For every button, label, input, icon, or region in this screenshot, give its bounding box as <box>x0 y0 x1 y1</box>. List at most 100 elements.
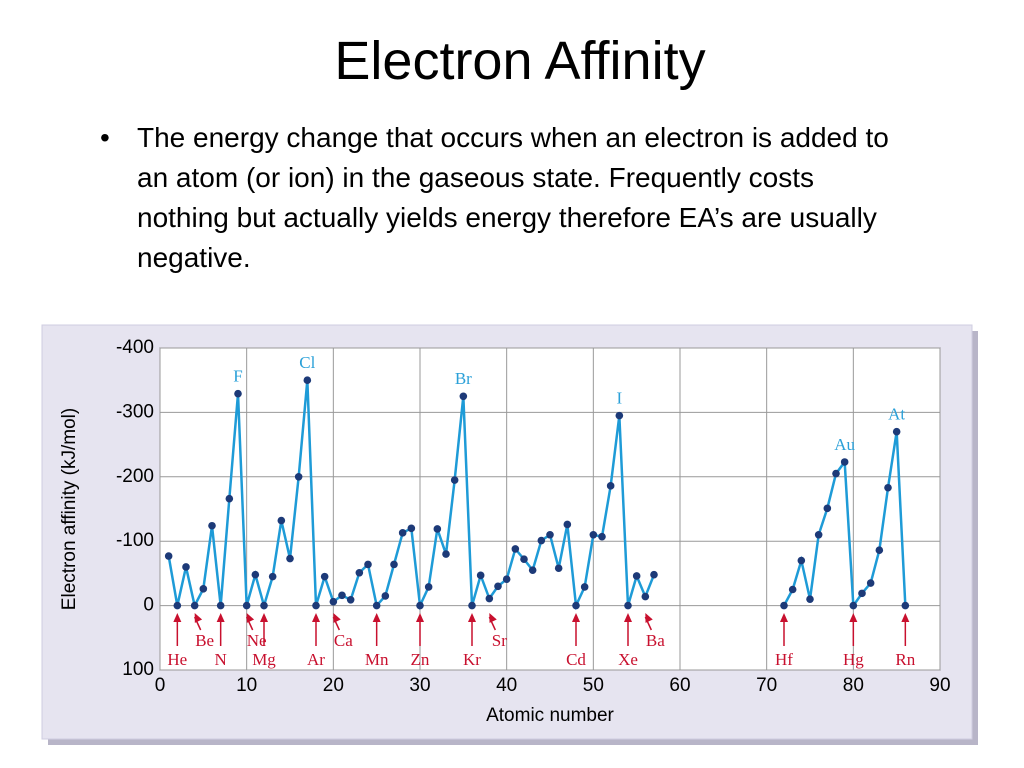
plot-area <box>159 347 941 671</box>
data-point <box>814 530 823 539</box>
arrow-head <box>572 613 580 622</box>
y-tick-label: -300 <box>116 401 154 422</box>
data-point <box>338 591 346 600</box>
data-point <box>312 601 320 610</box>
data-point <box>260 601 268 610</box>
data-point <box>563 520 572 529</box>
data-point <box>806 595 814 603</box>
data-point <box>251 570 260 579</box>
arrow-label: Hg <box>843 650 864 669</box>
x-tick-label: 80 <box>843 675 864 696</box>
arrow-head <box>468 613 476 622</box>
x-tick-label: 60 <box>669 675 690 696</box>
arrow-head <box>246 612 255 623</box>
data-point <box>381 592 390 600</box>
data-point <box>823 504 832 513</box>
data-point <box>190 601 199 610</box>
arrow-label: Ca <box>334 631 353 650</box>
data-point <box>511 545 520 553</box>
data-point <box>606 482 615 490</box>
arrow-label: Mg <box>252 650 276 669</box>
data-point <box>407 524 416 533</box>
arrow-head <box>489 613 497 623</box>
data-point <box>485 594 494 603</box>
data-point <box>286 554 294 563</box>
data-point <box>875 546 884 555</box>
data-point <box>442 550 450 558</box>
data-point <box>234 389 242 398</box>
data-point <box>320 572 329 581</box>
arrow-label: N <box>215 650 227 669</box>
arrow-head <box>372 613 381 622</box>
data-point <box>901 601 910 610</box>
data-point <box>632 572 641 580</box>
x-tick-label: 90 <box>929 675 950 696</box>
data-point <box>416 601 424 610</box>
arrow-head <box>780 613 788 622</box>
data-point <box>641 592 650 601</box>
x-axis-label: Atomic number <box>486 705 614 726</box>
x-tick-label: 10 <box>236 675 257 696</box>
arrow-label: Hf <box>775 650 793 669</box>
bullet-text: The energy change that occurs when an el… <box>137 122 889 273</box>
arrow-head <box>260 613 268 622</box>
bullet-dot: • <box>100 122 110 153</box>
x-tick-label: 20 <box>323 675 344 696</box>
data-point <box>329 597 338 606</box>
data-point <box>840 458 849 466</box>
data-point <box>364 560 372 569</box>
data-point <box>780 601 788 610</box>
slide-title: Electron Affinity <box>334 31 706 91</box>
arrow-label: Kr <box>463 650 481 669</box>
arrow-head <box>624 613 632 622</box>
data-point <box>520 555 528 564</box>
data-point <box>372 601 381 610</box>
data-point <box>294 473 303 481</box>
arrow-label: Rn <box>895 650 915 669</box>
data-point <box>208 521 216 530</box>
arrow-head <box>645 613 653 623</box>
data-point <box>502 575 511 583</box>
data-point <box>494 582 502 591</box>
x-tick-label: 0 <box>155 675 166 696</box>
y-tick-label: -200 <box>116 466 154 487</box>
arrow-head <box>216 613 225 622</box>
data-point <box>892 427 901 436</box>
arrow-head <box>312 613 320 622</box>
data-point <box>849 601 858 610</box>
y-tick-label: 0 <box>143 595 154 616</box>
arrow-label: Sr <box>492 631 507 650</box>
arrow-head <box>416 613 424 622</box>
data-point <box>624 601 632 610</box>
arrow-head <box>333 613 341 623</box>
data-point <box>866 579 875 587</box>
data-point <box>277 516 286 525</box>
data-point <box>476 571 485 580</box>
data-point <box>537 536 546 545</box>
data-point <box>450 476 459 484</box>
bullet: • The energy change that occurs when an e… <box>100 118 900 278</box>
arrow-head <box>194 612 203 623</box>
data-point <box>398 529 407 537</box>
data-point <box>832 469 840 478</box>
peak-label: At <box>888 405 905 424</box>
arrow-label: Cd <box>566 650 586 669</box>
arrow-head <box>173 613 182 622</box>
arrow-label: Ne <box>247 631 267 650</box>
data-point <box>268 572 277 581</box>
x-tick-label: 30 <box>409 675 430 696</box>
data-point <box>355 568 364 577</box>
data-point <box>199 585 208 593</box>
data-point <box>884 483 892 492</box>
data-point <box>598 532 606 541</box>
arrow-label: Ar <box>307 650 325 669</box>
arrow-label: Be <box>195 631 214 650</box>
arrow-label: Ba <box>646 631 665 650</box>
arrow-label: Mn <box>365 650 389 669</box>
data-point <box>858 589 866 598</box>
data-point <box>182 563 190 571</box>
peak-label: Cl <box>299 353 315 372</box>
data-point <box>424 583 433 591</box>
